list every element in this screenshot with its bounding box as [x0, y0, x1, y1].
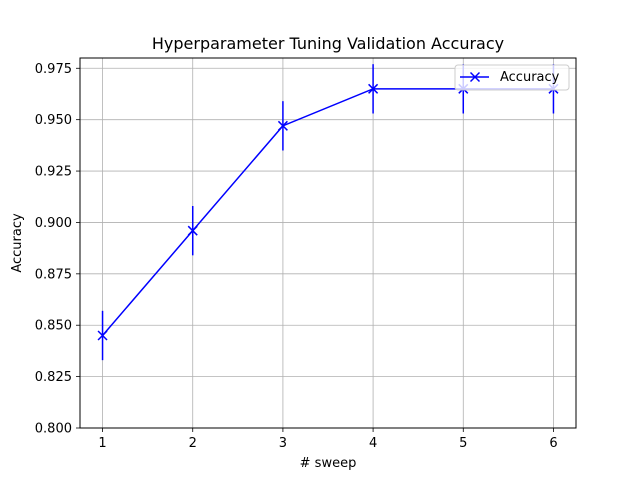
legend-label: Accuracy — [500, 70, 560, 85]
axis-ticks: 1 2 3 4 5 6 0.800 0.825 0.850 0.875 0.900 0.925 0.95… — [35, 62, 558, 451]
data-point-marker — [368, 83, 379, 94]
x-tick-label: 3 — [279, 436, 287, 451]
y-axis-label: Accuracy — [10, 213, 25, 273]
y-tick-label: 0.925 — [35, 165, 72, 180]
legend: Accuracy — [454, 64, 570, 91]
x-tick-label: 1 — [98, 436, 106, 451]
x-tick-label: 4 — [369, 436, 377, 451]
y-tick-label: 0.950 — [35, 113, 72, 128]
y-tick-label: 0.800 — [35, 422, 72, 437]
y-tick-label: 0.825 — [35, 370, 72, 385]
data-point-marker — [187, 225, 198, 236]
y-tick-label: 0.900 — [35, 216, 72, 231]
legend-box — [454, 64, 570, 91]
y-tick-label: 0.975 — [35, 62, 72, 77]
x-tick-label: 2 — [189, 436, 197, 451]
data-point-marker — [277, 120, 288, 131]
y-tick-label: 0.850 — [35, 319, 72, 334]
plot-frame — [79, 57, 577, 429]
data-point-marker — [97, 330, 108, 341]
x-tick-label: 6 — [549, 436, 557, 451]
chart-title: Hyperparameter Tuning Validation Accurac… — [152, 34, 504, 53]
x-axis-label: # sweep — [300, 456, 357, 471]
y-tick-label: 0.875 — [35, 267, 72, 282]
legend-marker-icon — [469, 71, 481, 83]
x-tick-label: 5 — [459, 436, 467, 451]
